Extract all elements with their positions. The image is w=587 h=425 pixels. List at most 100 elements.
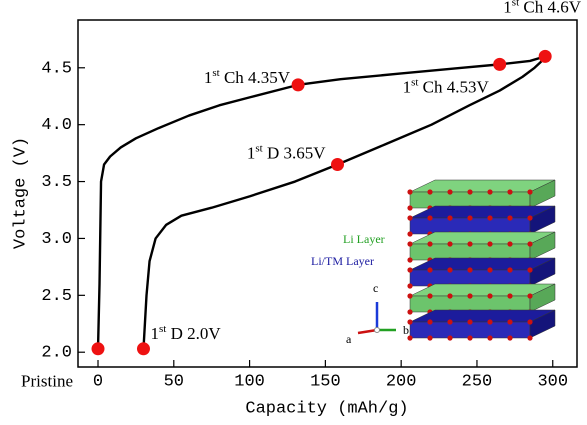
point-text: Ch 4.53V [418, 77, 489, 96]
point-label: 1st Ch 4.53V [403, 76, 490, 96]
atom [507, 215, 513, 221]
atom [507, 319, 513, 325]
data-point [538, 49, 552, 63]
atom [407, 267, 413, 273]
ordinal-suffix: st [512, 0, 519, 8]
atom [467, 319, 473, 325]
x-axis-label: Capacity (mAh/g) [245, 399, 408, 418]
atom [467, 189, 473, 195]
ordinal: 1 [403, 77, 412, 96]
atom [467, 241, 473, 247]
atom [407, 205, 413, 211]
atom [427, 215, 433, 221]
atom [527, 267, 533, 273]
y-tick-label: 3.0 [41, 230, 72, 249]
atom [487, 319, 493, 325]
y-axis-label: Voltage (V) [11, 137, 30, 249]
point-text: D 3.65V [263, 143, 327, 162]
atom [507, 189, 513, 195]
ordinal-suffix: st [255, 142, 262, 154]
point-text: D 2.0V [166, 324, 221, 343]
atom [427, 267, 433, 273]
x-tick-label: 0 [93, 372, 103, 391]
layer-end [529, 179, 556, 209]
atom [407, 231, 413, 237]
atom [447, 267, 453, 273]
y-tick-label: 2.0 [41, 344, 72, 363]
ordinal-suffix: st [411, 76, 418, 88]
layer-end [529, 231, 556, 261]
atom [487, 335, 493, 341]
atom [487, 241, 493, 247]
x-tick-label: 250 [462, 372, 493, 391]
atom [407, 335, 413, 341]
atom [407, 257, 413, 263]
layer-end [529, 283, 556, 313]
atom [507, 293, 513, 299]
data-point [291, 78, 305, 92]
layer-label: Li/TM Layer [311, 254, 374, 268]
atom [407, 319, 413, 325]
atom [427, 335, 433, 341]
layer-end [529, 257, 556, 287]
atom [527, 319, 533, 325]
atom [487, 189, 493, 195]
atom [407, 241, 413, 247]
atom [507, 241, 513, 247]
atom [427, 241, 433, 247]
atom [447, 189, 453, 195]
x-tick-label: 50 [164, 372, 184, 391]
atom [467, 267, 473, 273]
layer-end [529, 205, 556, 235]
atom [407, 215, 413, 221]
axis-arrow [357, 328, 378, 335]
ordinal-suffix: st [212, 66, 219, 78]
y-tick-label: 4.5 [41, 59, 72, 78]
atom [427, 319, 433, 325]
point-label: 1st D 3.65V [247, 142, 326, 162]
atom [467, 293, 473, 299]
point-label: Pristine [21, 372, 73, 391]
x-tick-label: 100 [234, 372, 265, 391]
atom [527, 215, 533, 221]
atom [487, 215, 493, 221]
data-point [331, 157, 345, 171]
atom [507, 267, 513, 273]
atom [487, 293, 493, 299]
atom [427, 189, 433, 195]
point-text: Ch 4.35V [220, 68, 291, 87]
atom [427, 293, 433, 299]
y-tick-label: 2.5 [41, 287, 72, 306]
atom [527, 293, 533, 299]
layer-label: Li Layer [343, 232, 385, 246]
ordinal-suffix: st [159, 322, 166, 334]
atom [447, 215, 453, 221]
atom [527, 335, 533, 341]
atom [527, 189, 533, 195]
x-tick-label: 200 [386, 372, 417, 391]
atom [407, 189, 413, 195]
data-point [136, 342, 150, 356]
point-label: 1st Ch 4.6V [503, 0, 581, 16]
y-tick-label: 4.0 [41, 116, 72, 135]
atom [407, 283, 413, 289]
layer-end [529, 309, 556, 339]
x-tick-label: 300 [537, 372, 568, 391]
atom [447, 293, 453, 299]
atom [527, 241, 533, 247]
crystal-inset: Li Layer Li/TM Layer a b c [311, 179, 556, 346]
point-label: 1st D 2.0V [150, 322, 221, 342]
atom [467, 335, 473, 341]
atom [407, 309, 413, 315]
data-point [91, 342, 105, 356]
atom [447, 319, 453, 325]
atom [447, 241, 453, 247]
axis-origin [374, 327, 380, 333]
y-tick-label: 3.5 [41, 173, 72, 192]
axis-name: a [346, 332, 352, 346]
data-point [493, 57, 507, 71]
x-tick-label: 150 [310, 372, 341, 391]
ordinal: 1 [150, 324, 159, 343]
atom [467, 215, 473, 221]
